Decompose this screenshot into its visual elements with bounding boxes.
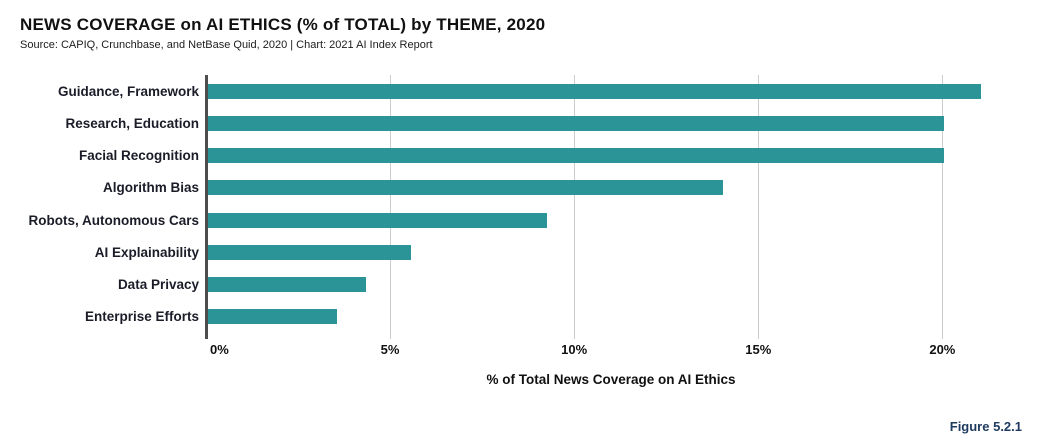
- bar-data-privacy: [208, 277, 367, 293]
- bar-algorithm-bias: [208, 180, 724, 196]
- bars-container: [206, 75, 1016, 333]
- gridline-5: [390, 75, 392, 339]
- bar-row: [206, 172, 1016, 204]
- x-axis-title: % of Total News Coverage on AI Ethics: [486, 372, 736, 387]
- figure-number-label: Figure 5.2.1: [949, 419, 1022, 434]
- bar-row: [206, 107, 1016, 139]
- x-tick-label-15: 15%: [745, 342, 772, 357]
- chart-source-note: Source: CAPIQ, Crunchbase, and NetBase Q…: [20, 39, 433, 51]
- gridline-15: [758, 75, 760, 339]
- bar-research-education: [208, 115, 945, 131]
- x-tick-label-10: 10%: [561, 342, 588, 357]
- category-label-robots-autonomous-cars: Robots, Autonomous Cars: [28, 212, 200, 228]
- category-label-ai-explainability: AI Explainability: [94, 244, 199, 260]
- bar-ai-explainability: [208, 244, 411, 260]
- category-label-enterprise-efforts: Enterprise Efforts: [84, 309, 199, 325]
- x-tick-label-20: 20%: [929, 342, 956, 357]
- gridline-20: [942, 75, 944, 339]
- y-axis-line: [205, 75, 208, 339]
- plot-area: [205, 75, 1016, 339]
- category-label-data-privacy: Data Privacy: [117, 277, 199, 293]
- bar-facial-recognition: [208, 148, 945, 164]
- bar-guidance-framework: [208, 83, 982, 99]
- bar-row: [206, 269, 1016, 301]
- category-label-research-education: Research, Education: [65, 115, 199, 131]
- chart-title: NEWS COVERAGE on AI ETHICS (% of TOTAL) …: [20, 15, 546, 34]
- category-label-guidance-framework: Guidance, Framework: [57, 83, 199, 99]
- bar-robots-autonomous-cars: [208, 212, 547, 228]
- bar-row: [206, 236, 1016, 268]
- category-label-facial-recognition: Facial Recognition: [78, 148, 199, 164]
- bar-row: [206, 140, 1016, 172]
- bar-row: [206, 301, 1016, 333]
- gridline-10: [574, 75, 576, 339]
- category-labels: Guidance, Framework Research, Education Fa…: [0, 75, 206, 333]
- chart-header: NEWS COVERAGE on AI ETHICS (% of TOTAL) …: [20, 15, 545, 51]
- plot-grid: Guidance, Framework Research, Education Fa…: [0, 75, 1042, 339]
- x-tick-label-5: 5%: [380, 342, 400, 357]
- category-label-algorithm-bias: Algorithm Bias: [102, 180, 199, 196]
- chart-body: Guidance, Framework Research, Education Fa…: [0, 75, 1042, 387]
- bar-row: [206, 75, 1016, 107]
- x-tick-label-0: 0%: [210, 342, 229, 357]
- bar-row: [206, 204, 1016, 236]
- bar-enterprise-efforts: [208, 309, 337, 325]
- x-axis-ticks: 0% 5% 10% 15% 20%: [206, 342, 1016, 360]
